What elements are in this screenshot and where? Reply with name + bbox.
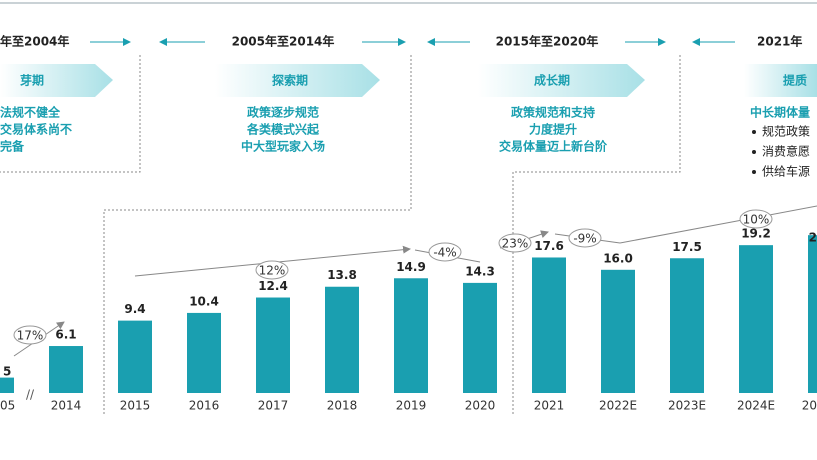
value-label: 6.1	[55, 328, 76, 342]
phase-bullet: 规范政策	[762, 124, 810, 139]
x-tick-label: 2019	[396, 399, 427, 413]
growth-oval	[498, 233, 532, 253]
phase-desc: 各类模式兴起	[246, 122, 320, 137]
growth-label: 10%	[743, 213, 770, 227]
value-label: 14.9	[396, 260, 426, 274]
growth-oval	[739, 209, 773, 229]
value-label: 19.2	[741, 227, 771, 241]
phase-desc: 政策逐步规范	[247, 105, 319, 120]
phase-name: 探索期	[272, 73, 308, 88]
x-tick-label: 2018	[327, 399, 358, 413]
bar	[187, 312, 221, 393]
value-label: 17.5	[672, 240, 702, 254]
phase-desc: 交易体系尚不	[0, 122, 72, 137]
value-label: 2	[809, 231, 817, 245]
value-label: 5	[3, 365, 11, 379]
phase-desc: 法规不健全	[0, 105, 61, 120]
value-label: 14.3	[465, 264, 495, 278]
growth-label: 23%	[502, 237, 529, 251]
value-label: 17.6	[534, 239, 564, 253]
x-tick-label: 2016	[189, 399, 220, 413]
growth-label: 17%	[17, 329, 44, 343]
phase-desc: 中长期体量	[750, 105, 810, 120]
bar	[808, 235, 817, 393]
x-tick-label: 05	[0, 399, 15, 413]
phase-chevrons	[0, 64, 817, 97]
value-label: 13.8	[327, 268, 357, 282]
phase-desc: 政策规范和支持	[511, 105, 595, 120]
axis-break: //	[26, 388, 35, 402]
phase-desc: 力度提升	[529, 122, 577, 137]
bullet-dot	[752, 130, 756, 134]
phase-desc: 交易体量迈上新台阶	[499, 139, 608, 154]
growth-oval	[255, 260, 289, 280]
x-tick-label: 2021	[534, 399, 565, 413]
bar	[739, 245, 773, 393]
bar	[49, 346, 83, 393]
value-label: 9.4	[124, 302, 145, 316]
bar	[394, 278, 428, 393]
phase-bullet: 供给车源	[762, 164, 810, 179]
x-tick-label: 2017	[258, 399, 289, 413]
x-tick-label: 2023E	[668, 399, 706, 413]
growth-label: -4%	[433, 246, 456, 260]
bullet-dot	[752, 150, 756, 154]
phase-name: 成长期	[534, 73, 570, 88]
value-label: 10.4	[189, 294, 219, 308]
x-tick-label: 2024E	[737, 399, 775, 413]
x-tick-label: 20	[802, 399, 817, 413]
bar	[532, 257, 566, 393]
phase-period: 2005年至2014年	[232, 34, 335, 49]
bar	[325, 286, 359, 393]
x-tick-label: 2020	[465, 399, 496, 413]
x-tick-label: 2015	[120, 399, 151, 413]
bar	[0, 377, 14, 393]
phase-period: 2015年至2020年	[496, 34, 599, 49]
growth-oval	[568, 228, 602, 248]
growth-oval	[428, 242, 462, 262]
phase-borders	[0, 55, 681, 415]
phase-name: 芽期	[20, 73, 44, 88]
phase-bullet: 消费意愿	[762, 144, 810, 159]
growth-label: -9%	[573, 232, 596, 246]
phase-desc: 完备	[0, 139, 25, 154]
x-tick-label: 2014	[51, 399, 82, 413]
bullet-dot	[752, 170, 756, 174]
phase-period: 2021年	[757, 34, 802, 49]
growth-label: 12%	[259, 264, 286, 278]
bar	[670, 258, 704, 393]
bar	[118, 320, 152, 393]
phase-desc: 中大型玩家入场	[241, 139, 325, 154]
value-label: 12.4	[258, 279, 288, 293]
bar	[463, 282, 497, 393]
bar	[601, 269, 635, 393]
x-tick-label: 2022E	[599, 399, 637, 413]
bar	[256, 297, 290, 393]
growth-oval	[13, 325, 47, 345]
value-label: 16.0	[603, 251, 633, 265]
phase-name: 提质	[783, 73, 807, 88]
phase-period: 年至2004年	[0, 34, 69, 49]
